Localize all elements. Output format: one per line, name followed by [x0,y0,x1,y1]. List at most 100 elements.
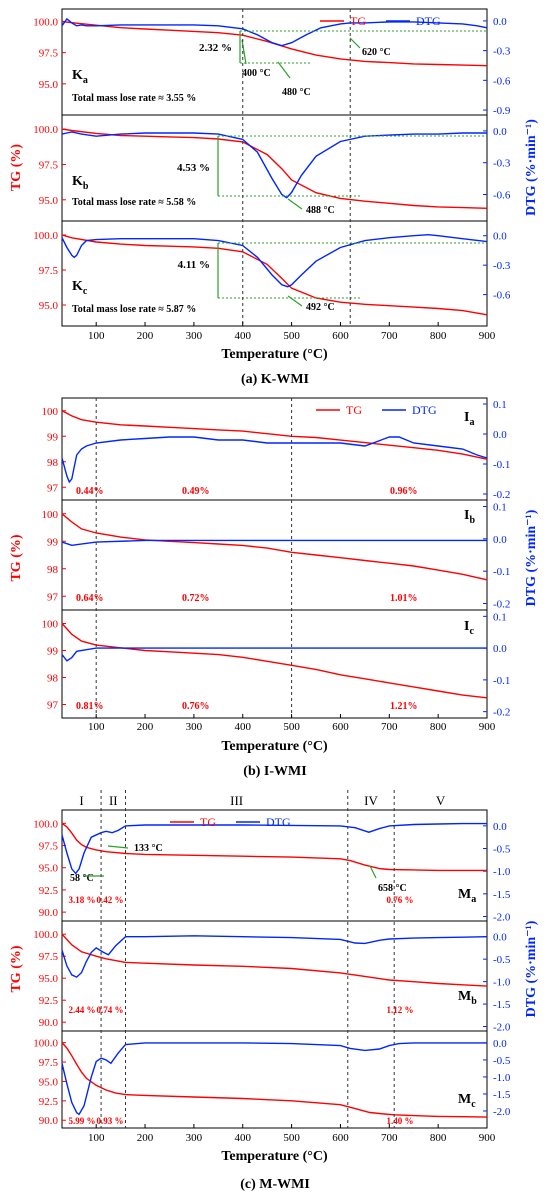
panel-label: Mc [458,1092,476,1110]
peak-arrow [287,295,303,307]
tg-curve [61,933,488,987]
step-label: 4.11 % [178,259,210,271]
dtg-tick-label: 0.0 [493,534,507,546]
panel-frame [61,609,488,719]
dtg-tick-label: -0.1 [493,566,510,578]
dtg-curve [61,17,488,47]
panel-ia: 100 99 98 97 0.1 0.0 -0.1 -0.2 Ia 0.44% 0.49% 0.96% [42,397,510,501]
y-axis-title-dtg: DTG (%·min⁻¹) [524,509,539,606]
dtg-tick-label: 0.1 [493,399,507,411]
tg-tick-label: 100 [42,406,59,418]
tg-curve [61,822,487,872]
percent-label: 0.44% [76,486,104,497]
panel-label-sub: c [471,1099,476,1110]
peak-label: 133 °C [134,843,163,854]
dtg-tick-label: 0.0 [493,231,507,243]
step-label: 4.53 % [177,162,210,174]
x-axis-title: Temperature (°C) [221,1149,328,1164]
dtg-tick-label: -0.5 [493,844,511,856]
panel-label-sub: a [469,417,474,428]
panel-label-main: M [458,1092,471,1107]
chart-k-wmi: 100.0 97.5 95.0 0.0 -0.3 -0.6 -0.9 Ka Total mass… [9,8,539,387]
panel-label-main: K [72,68,83,83]
peak-arrow [369,865,377,879]
panel-ic: 100 99 98 97 0.1 0.0 -0.1 -0.2 Ic 0.81% 0.76% 1.21% [42,609,510,719]
percent-label: 0.93 % [97,1116,124,1126]
panel-label: Ib [464,508,475,526]
dtg-curve [61,822,487,875]
x-tick-label: 500 [283,330,300,342]
tg-tick-label: 100.0 [33,16,58,28]
tg-curve [61,623,488,699]
legend-tg-label: TG [346,403,362,417]
dtg-curve [61,436,488,484]
percent-label: 0.76% [182,701,210,712]
panel-label-main: M [458,887,471,902]
y-axis-title-tg: TG (%) [9,534,24,581]
x-tick-label: 800 [430,1132,447,1144]
x-axis-title: Temperature (°C) [221,347,328,362]
tg-tick-label: 100 [42,619,59,631]
tg-tick-label: 95.0 [39,79,59,91]
tg-tick-label: 95.0 [39,973,59,985]
percent-label: 0.96% [390,486,418,497]
dtg-curve [61,647,487,662]
panel-label: Ia [464,410,474,428]
tg-tick-label: 90.0 [39,1017,59,1029]
chart-m-wmi: 100.0 97.5 95.0 92.5 90.0 0.0 -0.5 -1.0 -1.5 -2.0… [9,790,539,1192]
panel-label-sub: b [83,181,89,192]
tg-tick-label: 97.5 [39,265,59,277]
mass-loss-annotation: Total mass lose rate ≈ 3.55 % [72,93,196,104]
dtg-tick-label: -0.3 [493,46,511,58]
panel-label-sub: a [83,75,88,86]
panel-label: Ka [72,68,88,86]
dtg-tick-label: 0.0 [493,429,507,441]
panel-label-sub: c [469,626,474,637]
peak-label: 400 °C [242,68,271,79]
x-tick-label: 800 [430,721,447,733]
tg-tick-label: 98 [47,564,59,576]
x-tick-label: 700 [381,721,398,733]
tg-tick-label: 100.0 [33,818,58,830]
legend-tg-label: TG [200,815,216,829]
percent-label: 1.01% [390,593,418,604]
x-tick-label: 200 [137,721,154,733]
peak-arrow [107,845,129,849]
dtg-tick-label: -0.6 [493,290,511,302]
dtg-tick-label: -0.3 [493,158,511,170]
dtg-tick-label: 0.0 [493,16,507,28]
x-tick-label: 200 [137,330,154,342]
figure-caption: (a) K-WMI [241,372,309,387]
panel-label-main: I [464,619,469,634]
x-tick-label: 100 [88,330,105,342]
figure-caption: (b) I-WMI [243,764,306,779]
dtg-tick-label: -0.5 [493,1055,511,1067]
dtg-tick-label: -2.0 [493,1022,511,1034]
panel-label: Kc [72,279,88,297]
dtg-curve [61,131,487,199]
tg-tick-label: 98 [47,673,59,685]
x-tick-label: 300 [186,721,203,733]
peak-arrow [287,198,303,210]
peak-arrow [241,39,247,65]
tg-tick-label: 95.0 [39,1076,59,1088]
dtg-tick-label: -1.5 [493,889,511,901]
dtg-tick-label: -1.5 [493,999,511,1011]
dtg-tick-label: -0.2 [493,599,510,611]
dtg-tick-label: 0.0 [493,1038,507,1050]
y-axis-title-tg: TG (%) [9,144,24,191]
panel-label-main: I [464,410,469,425]
peak-arrow [277,61,291,79]
panel-label-sub: b [471,996,477,1007]
stage-label: I [79,793,83,808]
legend-dtg-label: DTG [266,815,291,829]
panel-label-sub: a [471,894,476,905]
dtg-tick-label: -0.3 [493,260,511,272]
panel-label-main: M [458,989,471,1004]
tg-tick-label: 97 [47,591,59,603]
dtg-tick-label: -1.5 [493,1089,511,1101]
dtg-curve [61,233,488,288]
x-axis-title: Temperature (°C) [221,739,328,754]
tg-tick-label: 100 [42,509,59,521]
